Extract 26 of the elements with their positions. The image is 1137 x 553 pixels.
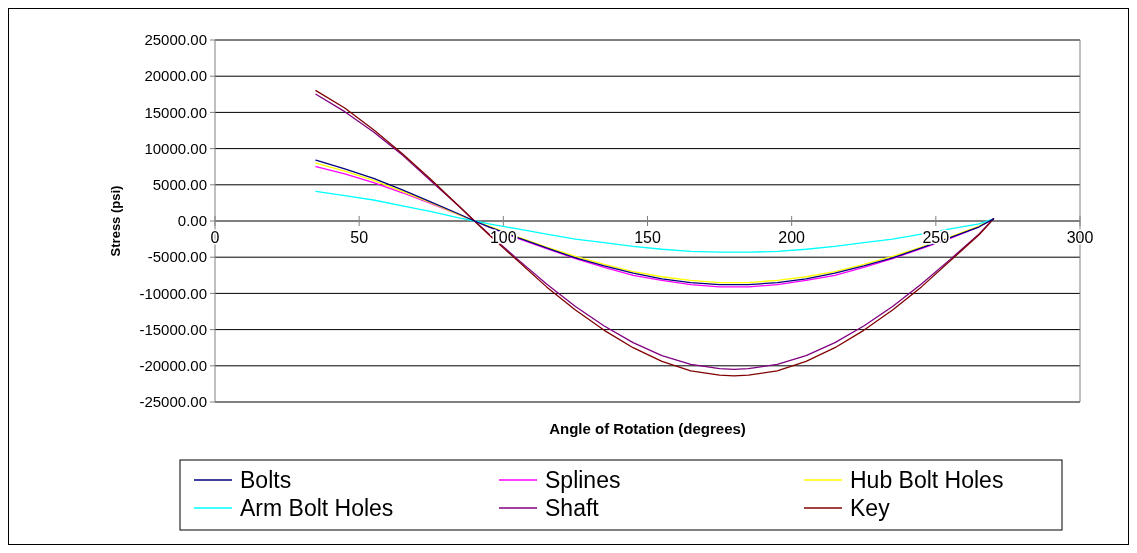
x-tick-label: 300 <box>1066 229 1094 246</box>
y-tick-label: 5000.00 <box>152 176 207 194</box>
y-tick-label: 25000.00 <box>144 31 207 49</box>
legend-label: Shaft <box>545 495 600 522</box>
x-tick-label: 200 <box>778 229 806 246</box>
y-tick-label: -10000.00 <box>139 284 207 302</box>
x-tick-label: 50 <box>350 229 369 246</box>
y-tick-label: 0.00 <box>177 212 207 230</box>
legend-label: Hub Bolt Holes <box>850 467 1004 494</box>
line-series <box>315 190 995 253</box>
x-axis-title: Angle of Rotation (degrees) <box>549 420 746 437</box>
x-tick-label: 150 <box>634 229 661 246</box>
y-tick-label: 20000.00 <box>144 67 207 85</box>
y-tick-label: -15000.00 <box>139 320 207 338</box>
y-tick-label: -25000.00 <box>139 393 207 411</box>
legend-label: Bolts <box>240 467 292 494</box>
legend-label: Arm Bolt Holes <box>240 495 394 522</box>
y-tick-label: 10000.00 <box>144 139 207 157</box>
y-tick-label: -5000.00 <box>147 248 207 266</box>
y-axis-title: Stress (psi) <box>108 185 123 257</box>
legend-label: Splines <box>545 467 621 494</box>
x-tick-label: 250 <box>922 229 950 246</box>
legend-label: Key <box>850 495 891 522</box>
y-tick-label: 15000.00 <box>144 103 207 121</box>
y-tick-label: -20000.00 <box>139 357 207 375</box>
x-tick-label: 0 <box>210 229 220 246</box>
